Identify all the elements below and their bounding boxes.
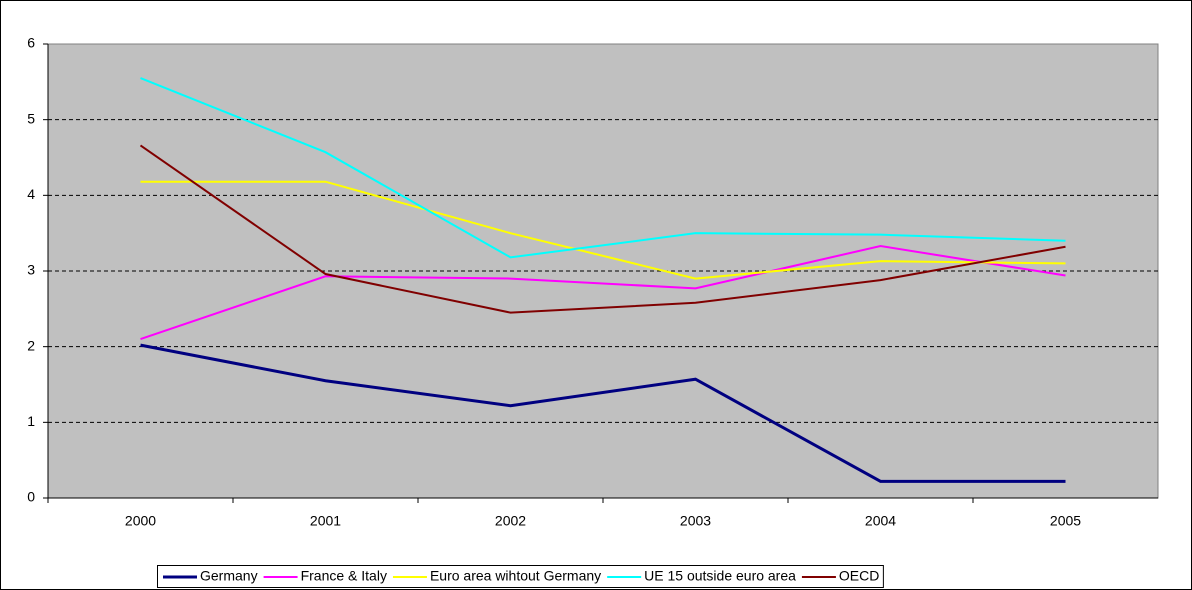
legend-box (157, 565, 884, 588)
y-tick-label: 5 (27, 110, 35, 126)
x-tick-label: 2004 (865, 513, 896, 529)
legend-label: UE 15 outside euro area (644, 568, 796, 584)
x-tick-label: 2001 (310, 513, 341, 529)
series-line (140, 245, 1066, 341)
legend-label: OECD (839, 568, 879, 584)
series-line (140, 180, 1066, 280)
x-tick-label: 2002 (495, 513, 526, 529)
series-line (140, 77, 1066, 259)
series-line (140, 343, 1066, 483)
y-tick-label: 2 (27, 337, 35, 353)
legend-label: Germany (200, 568, 258, 584)
legend-label: France & Italy (301, 568, 387, 584)
legend-label: Euro area wihtout Germany (430, 568, 601, 584)
y-tick-label: 3 (27, 262, 35, 278)
y-tick-label: 6 (27, 35, 35, 51)
y-tick-label: 4 (27, 186, 35, 202)
y-tick-label: 0 (27, 489, 35, 505)
x-tick-label: 2003 (680, 513, 711, 529)
x-tick-label: 2000 (125, 513, 156, 529)
y-tick-label: 1 (27, 413, 35, 429)
x-tick-label: 2005 (1050, 513, 1081, 529)
series-line (139, 144, 1066, 314)
